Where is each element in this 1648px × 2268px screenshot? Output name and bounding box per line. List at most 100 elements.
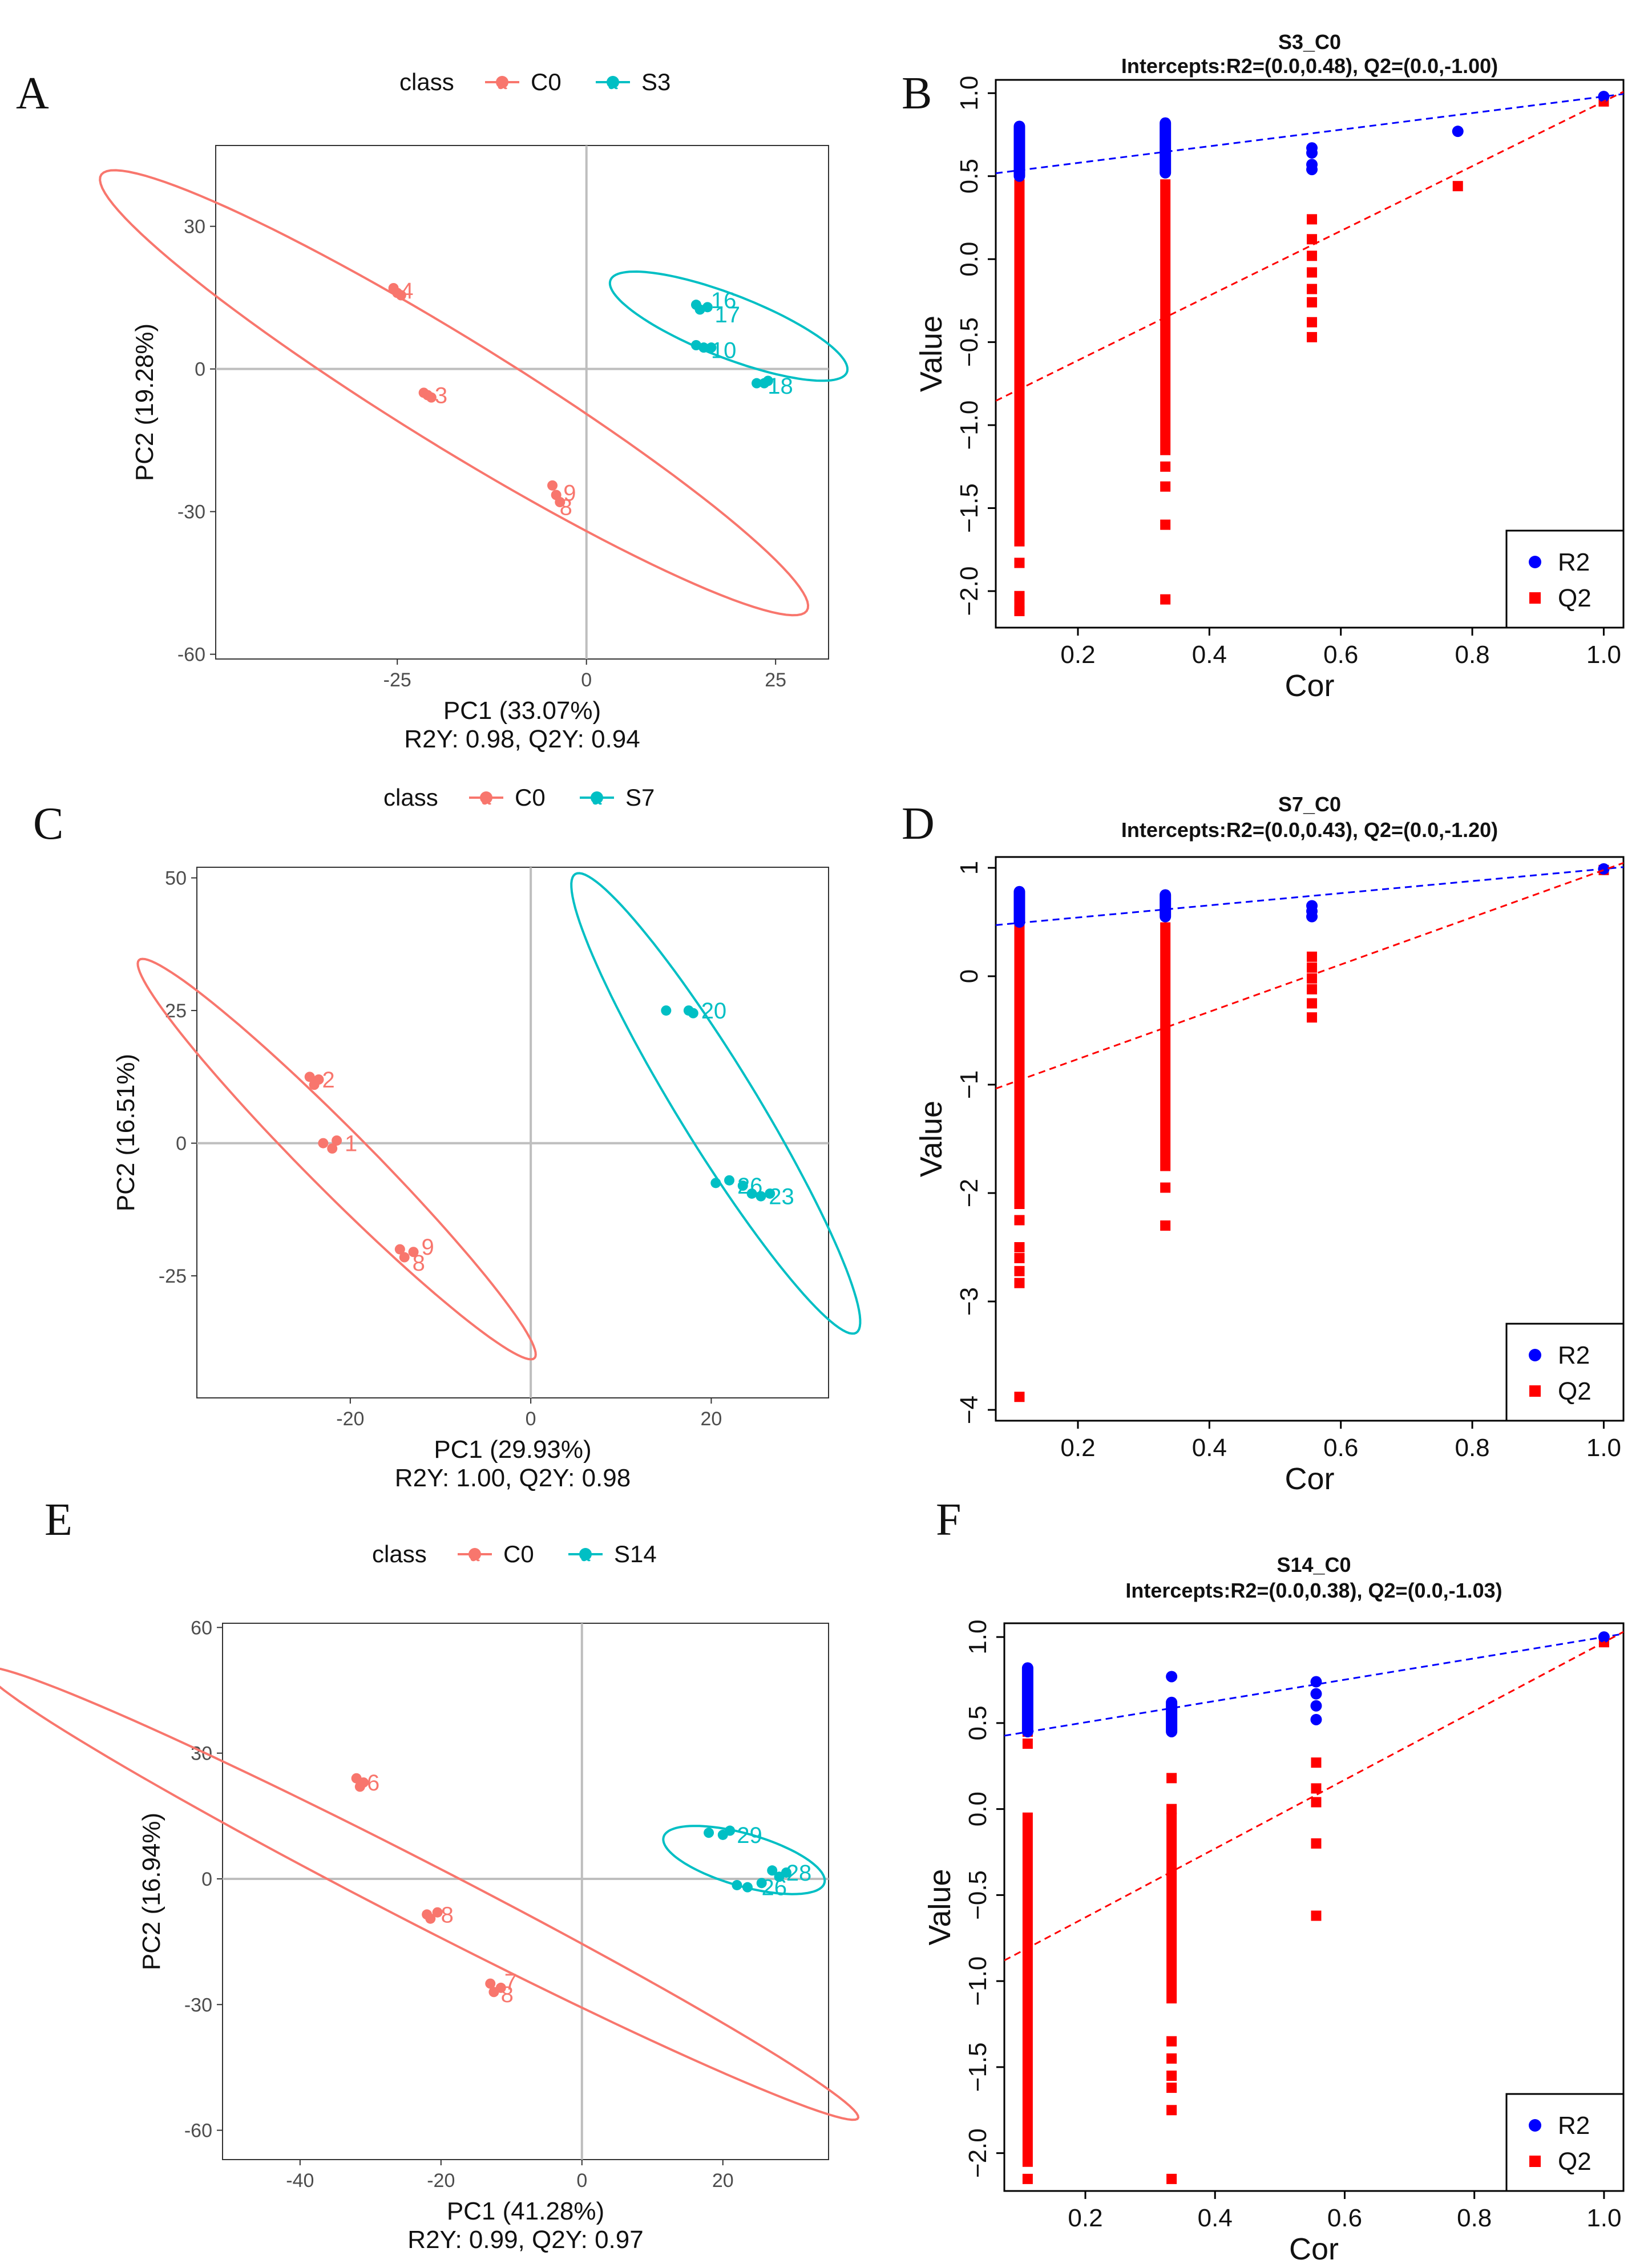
- x-tick-label: -25: [383, 669, 411, 691]
- q2-point-stack: [1022, 1812, 1033, 2167]
- sample-label: 6: [367, 1770, 379, 1796]
- q2-point: [1160, 1182, 1171, 1193]
- score-point: [485, 1978, 496, 1989]
- chart-title: S3_C0: [1278, 30, 1341, 54]
- r2-point-stack: [1013, 120, 1025, 182]
- x-tick-label: 0: [581, 669, 592, 691]
- q2-point: [1307, 297, 1318, 308]
- score-point: [781, 1867, 791, 1878]
- x-tick-label: -20: [427, 2170, 455, 2192]
- q2-point: [1311, 1838, 1322, 1849]
- x-tick-label: 1.0: [1586, 1434, 1621, 1462]
- q2-point: [1307, 984, 1318, 994]
- score-point: [756, 1878, 767, 1889]
- x-tick-label: -20: [336, 1408, 364, 1430]
- sample-label: 8: [441, 1902, 454, 1927]
- y-tick-label: -60: [184, 2120, 212, 2142]
- q2-regression-line: [1004, 1631, 1623, 1962]
- y-axis-title: PC2 (16.94%): [138, 1813, 165, 1970]
- q2-point: [1014, 605, 1025, 616]
- legend-r2-marker: [1529, 1349, 1541, 1361]
- legend-label-S3: S3: [641, 68, 670, 95]
- x-tick-label: -40: [286, 2170, 314, 2192]
- y-axis-title: PC2 (19.28%): [131, 324, 159, 481]
- x-tick-label: 0.2: [1060, 1434, 1095, 1462]
- y-tick-label: −1.0: [955, 401, 983, 450]
- q2-point: [1014, 1277, 1025, 1288]
- score-point: [313, 1074, 324, 1085]
- r2-point: [1452, 126, 1464, 138]
- y-tick-label: 0: [955, 969, 983, 983]
- x-tick-label: 0.8: [1457, 2204, 1492, 2232]
- q2-point: [1014, 1266, 1025, 1276]
- legend-key-glyph: a: [592, 790, 602, 808]
- x-tick-label: 0.4: [1192, 1434, 1227, 1462]
- sample-label: 26: [737, 1174, 763, 1199]
- score-point: [395, 290, 406, 301]
- q2-point: [1160, 461, 1171, 472]
- q2-regression-line: [996, 91, 1623, 402]
- y-tick-label: −1: [955, 1070, 983, 1099]
- panel-letter: C: [33, 799, 63, 849]
- sample-label: 28: [786, 1861, 812, 1886]
- legend-key-glyph: a: [608, 74, 618, 93]
- legend-r2-label: R2: [1558, 1341, 1590, 1369]
- legend-key-S3: a: [596, 74, 630, 93]
- panel-letter: F: [936, 1495, 962, 1545]
- r2-point: [1598, 91, 1610, 103]
- plot-frame: [215, 145, 829, 660]
- x-tick-label: 1.0: [1586, 2204, 1621, 2232]
- y-tick-label: −1.5: [955, 483, 983, 533]
- q2-point: [1311, 1783, 1322, 1794]
- sample-label: 8: [501, 1982, 514, 2007]
- chart-title: S14_C0: [1277, 1553, 1351, 1576]
- confidence-ellipse: [608, 270, 849, 382]
- score-point: [732, 1879, 742, 1890]
- q2-point: [1014, 557, 1025, 568]
- sample-label: 17: [714, 302, 740, 328]
- y-tick-label: 0: [176, 1133, 187, 1155]
- y-tick-label: −2: [955, 1179, 983, 1207]
- sample-label: 8: [413, 1251, 425, 1276]
- score-point: [394, 1244, 405, 1255]
- r2-point: [1310, 1700, 1322, 1712]
- sample-label: 29: [737, 1823, 762, 1848]
- y-tick-label: 0.5: [964, 1705, 992, 1740]
- score-point: [756, 1191, 766, 1202]
- r2-point-stack: [1160, 117, 1172, 179]
- score-point: [304, 1072, 315, 1082]
- permutation-panel-F: F S14_C0 Intercepts:R2=(0.0,0.38), Q2=(0.0…: [923, 1495, 1625, 2266]
- y-tick-label: −4: [955, 1396, 983, 1424]
- score-point: [724, 1175, 735, 1186]
- y-tick-label: 0.5: [955, 159, 983, 193]
- score-point: [762, 375, 773, 386]
- r2-point: [1310, 1713, 1322, 1725]
- q2-point-stack: [1160, 922, 1171, 1171]
- q2-point: [1022, 1739, 1033, 1749]
- sample-label: 10: [711, 338, 737, 363]
- legend-title: class: [372, 1541, 427, 1567]
- score-point: [710, 1178, 721, 1188]
- sample-label: 26: [762, 1875, 787, 1901]
- legend-key-dot: [579, 1548, 592, 1560]
- r2-point-stack: [1021, 1662, 1033, 1737]
- q2-point: [1014, 591, 1025, 601]
- q2-point: [1014, 1242, 1025, 1252]
- legend-q2-marker: [1529, 2156, 1541, 2167]
- q2-point: [1022, 2173, 1033, 2184]
- q2-point: [1160, 481, 1171, 492]
- legend-q2-label: Q2: [1558, 1377, 1592, 1405]
- x-tick-label: 1.0: [1586, 641, 1621, 669]
- y-tick-label: 1: [955, 861, 983, 875]
- legend-key-S7: a: [580, 790, 614, 808]
- sample-label: 7: [504, 1970, 517, 1995]
- confidence-ellipse: [99, 169, 810, 617]
- legend-label-S14: S14: [614, 1541, 657, 1567]
- q2-point: [1166, 2083, 1177, 2093]
- legend-key-glyph: a: [581, 1546, 591, 1565]
